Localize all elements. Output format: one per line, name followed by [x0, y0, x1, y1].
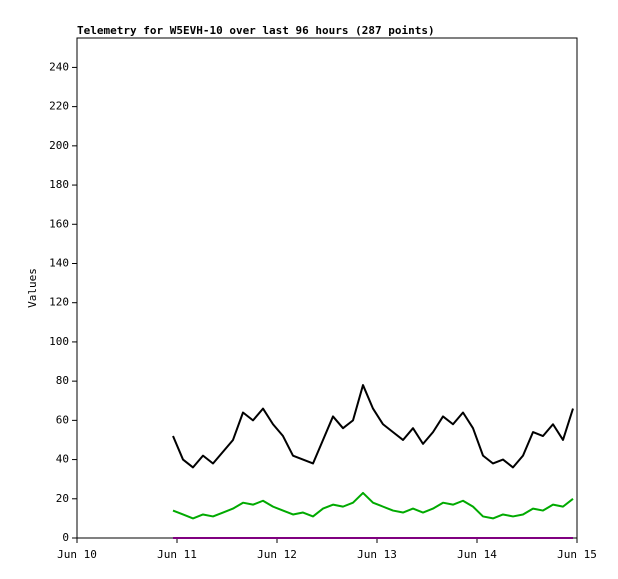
chart-title: Telemetry for W5EVH-10 over last 96 hour…	[77, 24, 435, 37]
x-tick-label: Jun 15	[557, 548, 597, 561]
y-tick-label: 120	[49, 296, 69, 309]
y-tick-label: 180	[49, 178, 69, 191]
x-tick-label: Jun 10	[57, 548, 97, 561]
y-tick-label: 0	[62, 531, 69, 544]
y-tick-label: 140	[49, 256, 69, 269]
x-tick-label: Jun 13	[357, 548, 397, 561]
y-tick-label: 80	[56, 374, 69, 387]
x-tick-label: Jun 12	[257, 548, 297, 561]
y-tick-label: 40	[56, 453, 69, 466]
y-tick-label: 160	[49, 217, 69, 230]
x-tick-label: Jun 11	[157, 548, 197, 561]
y-tick-label: 20	[56, 492, 69, 505]
y-tick-label: 240	[49, 60, 69, 73]
x-tick-label: Jun 14	[457, 548, 497, 561]
series-line	[172, 384, 574, 469]
y-tick-label: 220	[49, 100, 69, 113]
y-tick-label: 60	[56, 413, 69, 426]
series-line	[172, 491, 574, 520]
y-axis-label: Values	[26, 268, 39, 308]
y-tick-label: 200	[49, 139, 69, 152]
plot-frame	[76, 37, 578, 539]
y-tick-label: 100	[49, 335, 69, 348]
